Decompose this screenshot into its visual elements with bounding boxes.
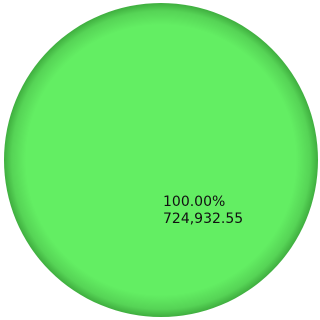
pie-slice-0 [4,3,318,317]
labels-layer: 100.00% 724,932.55 [163,194,243,227]
slice-value-label: 724,932.55 [163,211,243,227]
slices-layer [4,3,318,317]
slice-percent-label: 100.00% [163,194,225,210]
